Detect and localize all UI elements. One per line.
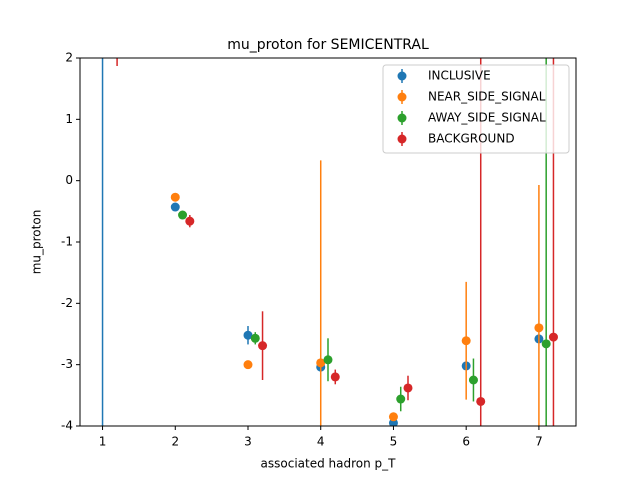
y-tick-label: -3 (61, 357, 73, 371)
legend-label: INCLUSIVE (428, 69, 491, 83)
y-tick-label: 2 (65, 51, 73, 65)
data-point (170, 192, 180, 202)
data-point (534, 323, 544, 333)
legend-marker (397, 113, 407, 123)
data-point (98, 0, 107, 1)
x-tick-label: 5 (390, 435, 398, 449)
legend-marker (397, 92, 407, 102)
x-axis-label: associated hadron p_T (261, 457, 397, 471)
data-point (541, 339, 551, 349)
y-tick-label: -2 (61, 296, 73, 310)
y-tick-label: -1 (61, 235, 73, 249)
data-point (461, 336, 471, 346)
x-tick-label: 3 (244, 435, 252, 449)
data-point (330, 372, 340, 382)
data-point (178, 210, 188, 220)
legend-label: BACKGROUND (428, 132, 515, 146)
data-point (476, 396, 486, 406)
data-point (258, 341, 268, 351)
data-point (323, 355, 333, 365)
data-point (403, 383, 413, 393)
data-point (396, 394, 406, 404)
data-point (316, 358, 326, 368)
x-tick-label: 7 (535, 435, 543, 449)
y-tick-label: 1 (65, 112, 73, 126)
y-tick-label: 0 (65, 173, 73, 187)
legend-label: NEAR_SIDE_SIGNAL (428, 90, 546, 104)
data-point (185, 216, 195, 226)
data-point (468, 375, 478, 385)
data-point (388, 412, 398, 422)
legend-label: AWAY_SIDE_SIGNAL (428, 111, 546, 125)
data-point (250, 333, 260, 343)
x-tick-label: 4 (317, 435, 325, 449)
x-tick-label: 2 (171, 435, 179, 449)
legend-marker (397, 71, 407, 81)
data-point (113, 0, 122, 1)
data-point (243, 360, 253, 370)
data-point (548, 332, 558, 342)
legend-box (382, 64, 570, 154)
y-axis-label: mu_proton (30, 210, 44, 275)
data-point (243, 330, 253, 340)
y-tick-label: -4 (61, 419, 73, 433)
legend-marker (397, 134, 407, 144)
chart-title: mu_proton for SEMICENTRAL (227, 37, 429, 53)
x-tick-label: 1 (99, 435, 107, 449)
x-tick-label: 6 (462, 435, 470, 449)
data-point (170, 202, 180, 212)
